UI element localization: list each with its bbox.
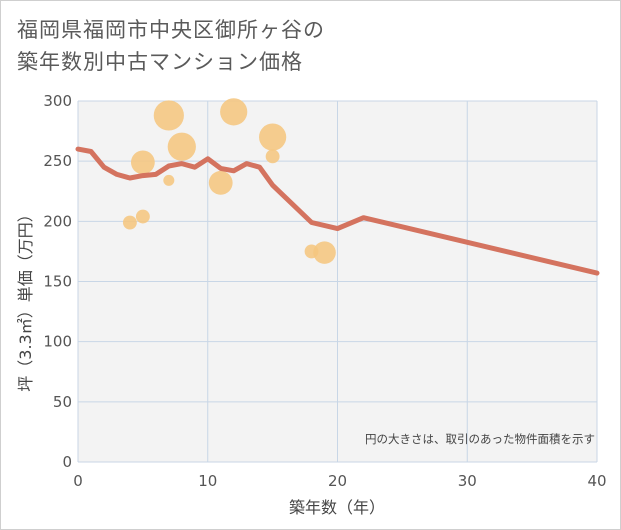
bubble-point-3 — [130, 150, 155, 175]
y-tick-labels: 0 50 100 150 200 250 300 — [43, 92, 72, 471]
y-tick-label-300: 300 — [43, 92, 72, 110]
x-tick-labels: 0 10 20 30 40 — [73, 472, 606, 490]
average-price-line — [75, 146, 600, 276]
bubble-point-4 — [153, 100, 184, 131]
bubble-series — [122, 98, 336, 264]
bubble-point-9 — [259, 123, 287, 151]
y-tick-label-150: 150 — [43, 273, 72, 291]
chart-title-line-1: 福岡県福岡市中央区御所ヶ谷の — [17, 18, 325, 42]
y-tick-label-0: 0 — [62, 453, 72, 471]
y-tick-label-50: 50 — [53, 393, 72, 411]
bubble-size-note: 円の大きさは、取引のあった物件面積を示す — [365, 432, 595, 446]
y-axis-label: 坪（3.3㎡）単価（万円） — [16, 206, 35, 391]
bubble-point-6 — [167, 132, 196, 161]
bubble-point-12 — [313, 241, 336, 264]
bubble-point-2 — [135, 209, 150, 224]
y-tick-label-100: 100 — [43, 333, 72, 351]
bubble-point-8 — [220, 98, 248, 126]
bubble-point-5 — [163, 174, 175, 186]
y-tick-label-250: 250 — [43, 152, 72, 170]
x-tick-label-0: 0 — [73, 472, 83, 490]
bubble-point-10 — [265, 149, 280, 164]
average-line-series — [75, 146, 600, 276]
x-tick-label-40: 40 — [587, 472, 606, 490]
x-axis-label: 築年数（年） — [289, 498, 385, 517]
bubble-point-1 — [122, 215, 137, 230]
chart-title-line-2: 築年数別中古マンション価格 — [17, 50, 303, 74]
y-tick-label-200: 200 — [43, 212, 72, 230]
x-tick-label-20: 20 — [328, 472, 347, 490]
chart-title: 福岡県福岡市中央区御所ヶ谷の 築年数別中古マンション価格 — [17, 14, 325, 78]
x-tick-label-30: 30 — [458, 472, 477, 490]
x-tick-label-10: 10 — [198, 472, 217, 490]
bubble-point-7 — [208, 170, 233, 195]
